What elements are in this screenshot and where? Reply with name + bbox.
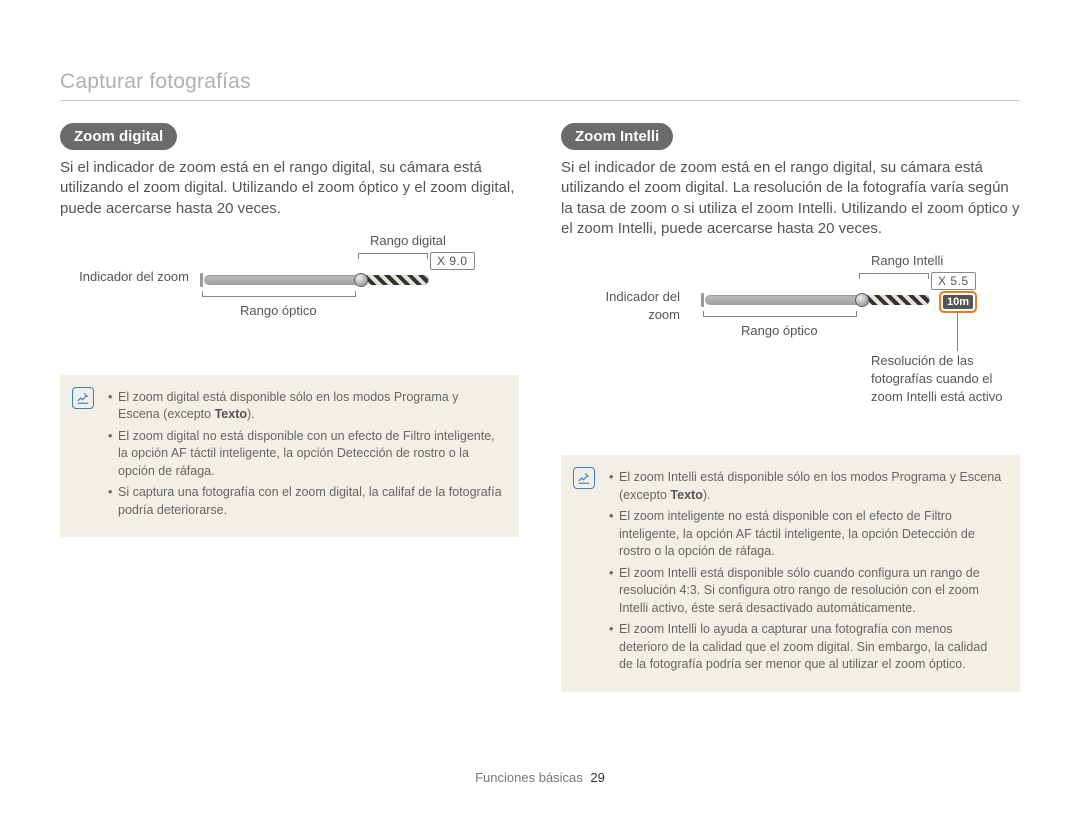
zoom-digital-segment: [360, 275, 428, 285]
zoom-digital-body: Si el indicador de zoom está en el rango…: [60, 158, 519, 219]
bracket-top: [358, 253, 428, 259]
zoom-intelli-heading: Zoom Intelli: [561, 123, 673, 150]
note-item: El zoom digital está disponible sólo en …: [108, 389, 503, 424]
footer: Funciones básicas 29: [0, 770, 1080, 785]
note-item: El zoom Intelli lo ayuda a capturar una …: [609, 621, 1004, 674]
res-caption-l2: fotografías cuando el: [871, 371, 992, 386]
page-title: Capturar fotografías: [60, 70, 1020, 101]
note-icon: [573, 467, 595, 489]
right-column: Zoom Intelli Si el indicador de zoom est…: [561, 123, 1020, 692]
zoom-knob: [354, 273, 368, 287]
res-caption-l1: Resolución de las: [871, 353, 974, 368]
label-rango-optico: Rango óptico: [741, 323, 818, 338]
label-rango-digital: Rango digital: [370, 233, 446, 248]
note-item: El zoom inteligente no está disponible c…: [609, 508, 1004, 561]
note-item: El zoom digital no está disponible con u…: [108, 428, 503, 481]
note-box-right: El zoom Intelli está disponible sólo en …: [561, 455, 1020, 692]
bracket-bottom: [703, 311, 857, 317]
track-start: [701, 293, 704, 307]
zoom-value-box: X 5.5: [931, 272, 976, 290]
label-indicador-l2: zoom: [648, 307, 680, 322]
zoom-knob: [855, 293, 869, 307]
note-item: El zoom Intelli está disponible sólo cua…: [609, 565, 1004, 618]
resolution-badge-text: 10m: [943, 295, 973, 309]
zoom-intelli-segment: [861, 295, 929, 305]
label-rango-optico: Rango óptico: [240, 303, 317, 318]
track-start: [200, 273, 203, 287]
bracket-bottom: [202, 291, 356, 297]
res-caption-l3: zoom Intelli está activo: [871, 389, 1003, 404]
label-rango-intelli: Rango Intelli: [871, 253, 943, 268]
note-box-left: El zoom digital está disponible sólo en …: [60, 375, 519, 538]
note-item: Si captura una fotografía con el zoom di…: [108, 484, 503, 519]
note-list-right: El zoom Intelli está disponible sólo en …: [609, 469, 1004, 674]
resolution-badge: 10m: [939, 291, 977, 313]
zoom-intelli-diagram: Rango Intelli X 5.5 Indicador del zoom 1…: [561, 253, 1020, 443]
footer-section: Funciones básicas: [475, 770, 583, 785]
footer-page-number: 29: [590, 770, 604, 785]
zoom-intelli-body: Si el indicador de zoom está en el rango…: [561, 158, 1020, 239]
zoom-digital-diagram: Rango digital X 9.0 Indicador del zoom R…: [60, 233, 519, 363]
two-column-layout: Zoom digital Si el indicador de zoom est…: [60, 123, 1020, 692]
bracket-top: [859, 273, 929, 279]
left-column: Zoom digital Si el indicador de zoom est…: [60, 123, 519, 692]
zoom-digital-heading: Zoom digital: [60, 123, 177, 150]
label-indicador-l1: Indicador del: [606, 289, 680, 304]
zoom-value-box: X 9.0: [430, 252, 475, 270]
label-indicador-zoom: Indicador del zoom: [79, 269, 189, 284]
note-icon: [72, 387, 94, 409]
note-item: El zoom Intelli está disponible sólo en …: [609, 469, 1004, 504]
callout-line: [957, 313, 958, 351]
note-list-left: El zoom digital está disponible sólo en …: [108, 389, 503, 520]
